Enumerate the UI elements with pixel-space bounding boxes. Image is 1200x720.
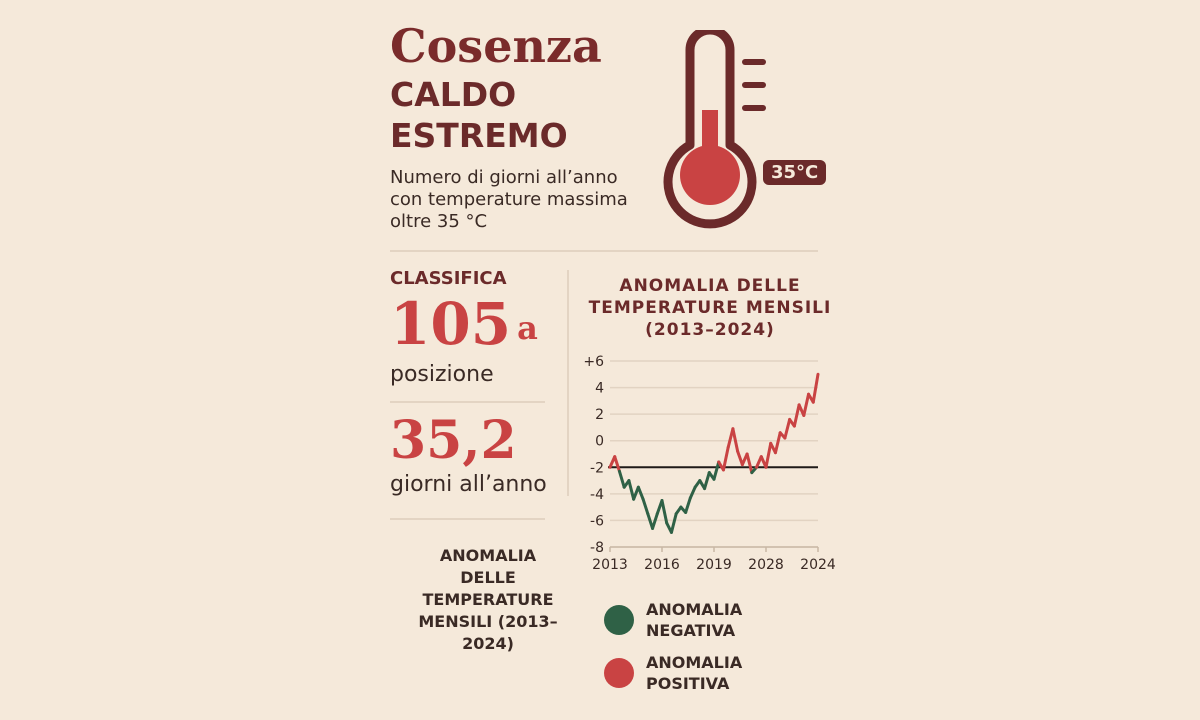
ranking-unit: posizione xyxy=(390,362,494,387)
x-tick-label: 2013 xyxy=(592,557,628,573)
column-divider xyxy=(567,270,569,496)
ranking-value: 105 a xyxy=(390,290,538,358)
y-tick-label: -6 xyxy=(590,513,604,529)
legend-label-negative: ANOMALIA NEGATIVA xyxy=(646,600,743,640)
anomaly-chart: -8 -6 -4 -2 0 2 4 +6 2013 2016 2019 2028 2024 xyxy=(583,354,835,573)
series-segment xyxy=(688,485,697,500)
ranking-label: CLASSIFICA xyxy=(390,268,507,289)
series-segment xyxy=(764,441,773,469)
x-tick-label: 2028 xyxy=(748,557,784,573)
y-tick-label: -2 xyxy=(590,460,604,476)
chart-title: ANOMALIA DELLE TEMPERATURE MENSILI (2013… xyxy=(588,276,832,340)
thermometer-badge: 35°C xyxy=(763,160,827,185)
y-tick-label: +6 xyxy=(583,354,604,370)
days-unit: giorni all’anno xyxy=(390,472,547,497)
series-segment xyxy=(792,403,801,428)
legend-item-negative: ANOMALIA NEGATIVA xyxy=(604,595,776,645)
x-tick-label: 2016 xyxy=(644,557,680,573)
stat-divider xyxy=(390,401,545,403)
series-segment xyxy=(636,485,645,501)
series-segment xyxy=(811,372,820,404)
x-tick-label: 2024 xyxy=(800,557,835,573)
series-segment xyxy=(731,427,740,453)
thermometer-icon xyxy=(663,30,766,229)
series-segment xyxy=(684,496,692,514)
days-value: 35,2 xyxy=(390,410,517,471)
ranking-number: 105 xyxy=(390,290,512,358)
y-tick-label: 0 xyxy=(595,434,604,450)
stat-divider-lower xyxy=(390,518,545,520)
legend-label-positive: ANOMALIA POSITIVA xyxy=(646,653,743,693)
x-tick-label: 2019 xyxy=(696,557,732,573)
y-tick-label: -8 xyxy=(590,540,604,556)
series-segment xyxy=(736,449,744,467)
series-segment xyxy=(783,417,792,440)
series-segment xyxy=(669,512,678,534)
series-segment xyxy=(745,452,754,475)
series-segment xyxy=(712,460,721,481)
series-segment xyxy=(773,431,782,455)
subtitle-line-1: CALDO xyxy=(390,75,517,114)
series-segment xyxy=(641,497,650,516)
y-tick-label: 2 xyxy=(595,407,604,423)
series-segment xyxy=(660,499,669,525)
ranking-suffix: a xyxy=(517,309,538,347)
page-title: Cosenza xyxy=(390,19,602,73)
description: Numero di giorni all’anno con temperatur… xyxy=(390,167,628,232)
header-divider xyxy=(390,250,818,252)
subtitle-line-2: ESTREMO xyxy=(390,116,568,155)
legend-item-positive: ANOMALIA POSITIVA xyxy=(604,648,776,698)
series-segment xyxy=(617,469,626,489)
side-chart-label: ANOMALIA DELLE TEMPERATURE MENSILI (2013… xyxy=(418,546,558,653)
series-segment xyxy=(613,455,621,473)
legend-swatch-positive xyxy=(604,658,634,688)
series-segment xyxy=(627,479,636,501)
legend-swatch-negative xyxy=(604,605,634,635)
y-tick-label: 4 xyxy=(595,381,604,397)
series-segment xyxy=(721,445,730,472)
series-segment xyxy=(651,512,659,530)
y-tick-label: -4 xyxy=(590,487,604,503)
series-segment xyxy=(703,471,711,491)
series-segment xyxy=(802,392,811,417)
